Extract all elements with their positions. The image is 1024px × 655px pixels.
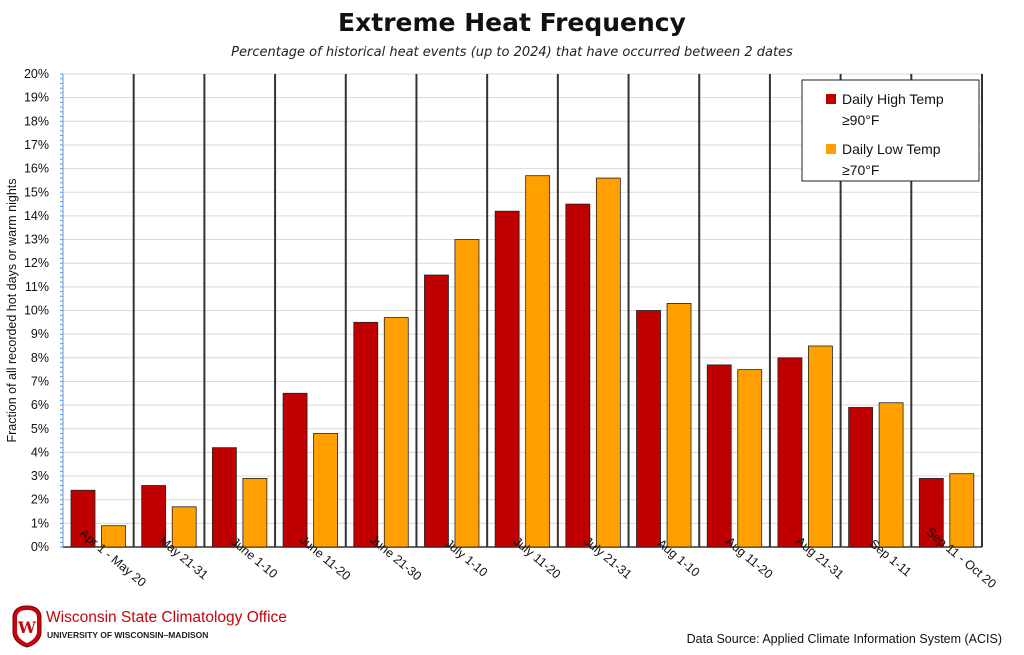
bar-low-temp (878, 402, 904, 548)
y-tick-label: 19% (24, 91, 49, 105)
y-tick-label: 8% (31, 351, 49, 365)
bar-high-temp (494, 210, 520, 548)
bar-low-temp (242, 478, 268, 548)
legend-label: Daily High Temp (842, 91, 944, 107)
bar-high-temp (70, 489, 96, 548)
crest-icon: W (12, 605, 42, 648)
y-tick-label: 13% (24, 233, 49, 247)
bar-low-temp (525, 175, 551, 548)
bar-high-temp (424, 274, 449, 548)
y-tick-label: 10% (24, 304, 49, 318)
bar-high-temp (636, 310, 661, 548)
bar-low-temp (949, 473, 975, 548)
y-tick-label: 0% (31, 540, 49, 554)
bar-low-temp (383, 317, 409, 548)
bar-low-temp (595, 177, 621, 548)
org-subtitle: UNIVERSITY OF WISCONSIN–MADISON (47, 630, 209, 640)
y-tick-label: 12% (24, 256, 49, 270)
y-tick-label: 3% (31, 469, 49, 483)
bar-low-temp (171, 506, 197, 548)
bar-low-temp (737, 369, 763, 548)
y-tick-label: 5% (31, 422, 49, 436)
y-tick-label: 4% (31, 445, 49, 459)
bar-low-temp (666, 303, 692, 548)
data-source-note: Data Source: Applied Climate Information… (686, 632, 1002, 646)
bar-high-temp (565, 203, 591, 548)
y-axis-label: Fraction of all recorded hot days or war… (5, 178, 19, 442)
legend-swatch (826, 144, 836, 154)
org-logo: W Wisconsin State Climatology Office UNI… (10, 604, 310, 650)
bar-high-temp (918, 478, 944, 548)
bar-low-temp (808, 345, 833, 548)
chart-title: Extreme Heat Frequency (338, 8, 686, 37)
y-tick-label: 20% (24, 67, 49, 81)
bar-high-temp (777, 357, 803, 548)
y-tick-label: 15% (24, 185, 49, 199)
bar-high-temp (848, 407, 874, 548)
y-tick-label: 18% (24, 114, 49, 128)
y-tick-label: 16% (24, 162, 49, 176)
legend-label: Daily Low Temp (842, 141, 941, 157)
legend-label: ≥90°F (842, 112, 879, 128)
y-tick-label: 14% (24, 209, 49, 223)
chart-subtitle: Percentage of historical heat events (up… (231, 45, 793, 60)
y-tick-label: 2% (31, 493, 49, 507)
bar-high-temp (706, 364, 732, 548)
bar-low-temp (313, 433, 338, 548)
bar-high-temp (141, 485, 167, 548)
y-tick-label: 11% (25, 280, 49, 294)
y-tick-label: 17% (24, 138, 49, 152)
y-tick-label: 1% (31, 516, 49, 530)
org-name: Wisconsin State Climatology Office (46, 609, 287, 626)
bar-high-temp (353, 321, 379, 548)
y-tick-label: 6% (31, 398, 49, 412)
bar-low-temp (101, 525, 126, 548)
y-tick-label: 9% (31, 327, 49, 341)
svg-text:W: W (17, 618, 37, 637)
bar-high-temp (282, 392, 308, 548)
y-tick-label: 7% (31, 374, 49, 388)
bar-high-temp (211, 447, 237, 548)
legend-label: ≥70°F (842, 162, 879, 178)
legend-swatch (826, 94, 836, 104)
bar-low-temp (454, 239, 480, 548)
